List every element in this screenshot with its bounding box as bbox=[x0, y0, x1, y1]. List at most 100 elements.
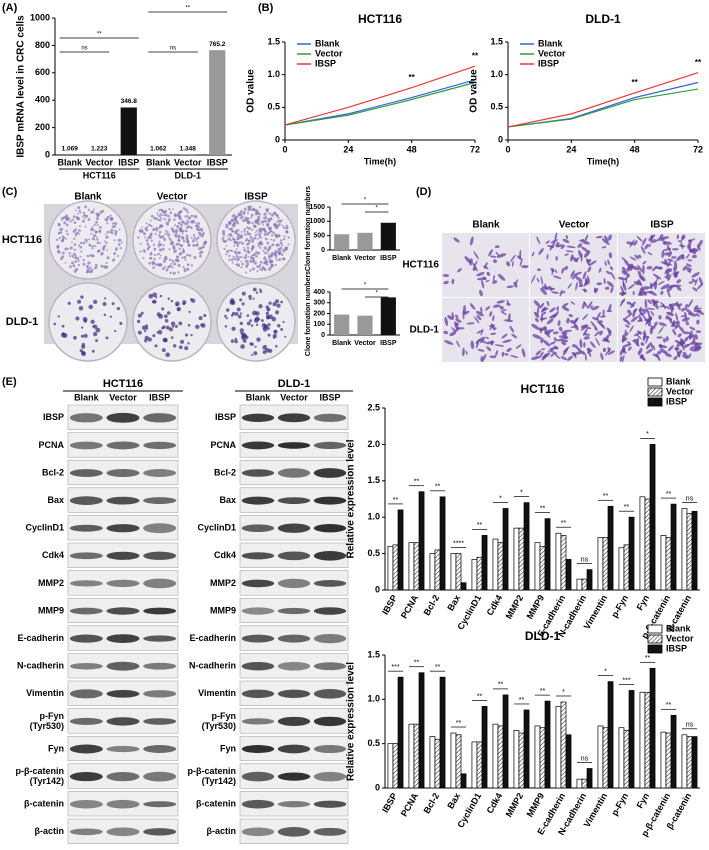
row-label: MMP9 bbox=[210, 605, 236, 615]
bar bbox=[686, 513, 693, 591]
bar bbox=[481, 535, 488, 591]
colony bbox=[93, 245, 96, 247]
significance: ** bbox=[540, 688, 546, 695]
x-axis-label: Time(h) bbox=[587, 156, 619, 166]
band bbox=[241, 689, 275, 698]
colony bbox=[262, 327, 266, 330]
band bbox=[143, 828, 177, 836]
x-tick-label: Blank bbox=[332, 255, 351, 262]
cell bbox=[451, 278, 455, 285]
y-tick-label: 1500 bbox=[309, 204, 325, 211]
colony bbox=[183, 269, 187, 273]
colony bbox=[85, 270, 89, 274]
colony bbox=[146, 247, 150, 251]
panel-label: (D) bbox=[416, 186, 432, 198]
cell bbox=[638, 306, 642, 312]
bar bbox=[357, 232, 373, 250]
colony bbox=[252, 256, 255, 260]
bar bbox=[471, 741, 478, 789]
colony bbox=[266, 263, 269, 266]
cell bbox=[475, 341, 480, 349]
significance: * bbox=[375, 291, 378, 297]
colony bbox=[159, 235, 162, 239]
cell bbox=[447, 315, 454, 320]
colony bbox=[93, 331, 98, 337]
row-label: Bcl-2 bbox=[214, 467, 236, 477]
colony bbox=[237, 245, 239, 248]
cell bbox=[511, 260, 514, 268]
colony bbox=[136, 319, 141, 324]
colony bbox=[177, 237, 180, 239]
colony bbox=[239, 210, 243, 214]
cell bbox=[556, 306, 559, 311]
cell bbox=[664, 258, 668, 265]
cell bbox=[486, 346, 492, 352]
colony bbox=[88, 238, 90, 241]
significance: * bbox=[499, 495, 502, 502]
colony bbox=[171, 325, 175, 328]
colony bbox=[256, 270, 259, 273]
colony bbox=[81, 219, 85, 223]
colony bbox=[257, 222, 261, 226]
cell bbox=[644, 299, 648, 309]
colony bbox=[99, 226, 102, 229]
value-label: 1.062 bbox=[150, 146, 167, 153]
colony bbox=[145, 228, 149, 232]
y-tick-label: 0.5 bbox=[490, 102, 503, 112]
cell bbox=[686, 341, 694, 347]
band bbox=[277, 744, 311, 754]
x-tick-label: MMP2 bbox=[504, 791, 526, 819]
colony bbox=[251, 240, 254, 244]
colony bbox=[177, 271, 180, 274]
cell bbox=[451, 312, 455, 320]
colony bbox=[96, 223, 99, 227]
colony bbox=[278, 258, 282, 261]
colony bbox=[114, 233, 117, 236]
colony bbox=[244, 218, 248, 222]
colony bbox=[277, 235, 280, 238]
significance: ** bbox=[519, 697, 525, 704]
colony bbox=[57, 315, 60, 318]
panel-label: (A) bbox=[2, 2, 18, 14]
cell bbox=[501, 333, 508, 339]
band bbox=[241, 745, 275, 753]
bar bbox=[397, 676, 404, 789]
band bbox=[143, 690, 177, 698]
colony bbox=[119, 321, 123, 325]
x-tick-label: Blank bbox=[332, 340, 351, 347]
cell bbox=[521, 348, 526, 358]
cell bbox=[670, 307, 674, 314]
colony bbox=[285, 230, 289, 234]
bar bbox=[408, 542, 415, 591]
band bbox=[277, 578, 311, 589]
cell bbox=[579, 239, 585, 242]
band bbox=[241, 441, 275, 450]
colony bbox=[102, 248, 105, 251]
colony bbox=[115, 247, 118, 250]
colony bbox=[259, 246, 262, 249]
colony bbox=[263, 256, 267, 259]
cell bbox=[551, 268, 554, 276]
cell bbox=[665, 315, 670, 320]
band bbox=[313, 800, 347, 808]
bar bbox=[429, 553, 436, 591]
colony bbox=[152, 299, 157, 304]
x-tick-label: MMP9 bbox=[525, 791, 547, 819]
cell bbox=[680, 337, 683, 343]
colony bbox=[166, 311, 171, 315]
colony bbox=[61, 238, 65, 241]
series-line bbox=[507, 81, 699, 128]
bar bbox=[597, 725, 604, 789]
colony bbox=[82, 258, 85, 262]
cell bbox=[535, 317, 539, 323]
cell bbox=[607, 259, 611, 266]
bar bbox=[665, 732, 672, 789]
cell bbox=[464, 256, 472, 264]
x-tick-label: 0 bbox=[282, 144, 287, 154]
cell bbox=[595, 235, 603, 239]
colony bbox=[158, 230, 162, 234]
x-tick-label: 48 bbox=[407, 144, 417, 154]
colony bbox=[235, 255, 239, 258]
colony bbox=[279, 239, 283, 242]
colony bbox=[223, 234, 225, 237]
